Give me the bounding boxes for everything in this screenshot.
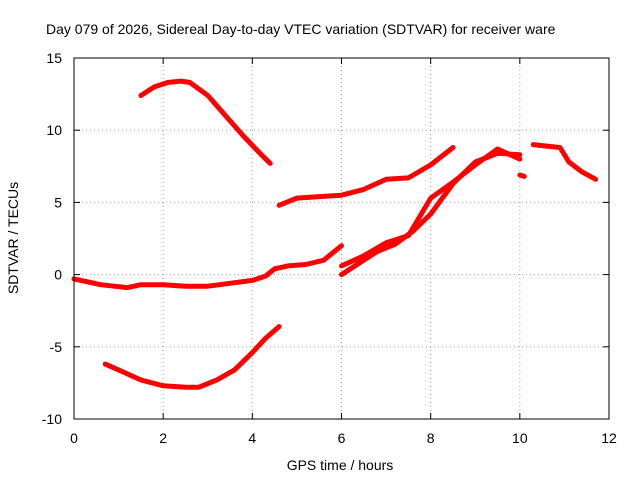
series-group xyxy=(71,78,599,390)
series-arc-7 xyxy=(517,172,527,179)
x-tick-label: 8 xyxy=(427,430,435,446)
series-arc-5 xyxy=(339,150,523,278)
axes xyxy=(73,57,610,420)
x-tick-label: 2 xyxy=(159,430,167,446)
y-tick-label: 10 xyxy=(46,122,62,138)
series-arc-4 xyxy=(276,145,456,208)
series-arc-1 xyxy=(71,243,344,291)
x-axis-label: GPS time / hours xyxy=(287,457,394,473)
chart-title: Day 079 of 2026, Sidereal Day-to-day VTE… xyxy=(46,21,556,37)
y-axis-label: SDTVAR / TECUs xyxy=(5,182,21,294)
y-tick-label: 15 xyxy=(46,50,62,66)
x-tick-label: 0 xyxy=(70,430,78,446)
x-tick-label: 4 xyxy=(248,430,256,446)
x-tick-label: 10 xyxy=(512,430,528,446)
series-arc-6 xyxy=(339,146,523,269)
series-arc-2 xyxy=(138,78,273,166)
tick-labels: 0 2 4 6 8 10 12 -10 -5 0 5 10 15 xyxy=(42,50,617,446)
series-arc-8 xyxy=(530,142,599,182)
y-tick-label: -5 xyxy=(50,339,63,355)
series-arc-3 xyxy=(102,324,282,390)
y-tick-label: 5 xyxy=(54,194,62,210)
x-tick-label: 6 xyxy=(338,430,346,446)
y-tick-label: -10 xyxy=(42,411,62,427)
y-tick-label: 0 xyxy=(54,267,62,283)
grid-lines xyxy=(74,58,609,419)
x-tick-label: 12 xyxy=(601,430,617,446)
